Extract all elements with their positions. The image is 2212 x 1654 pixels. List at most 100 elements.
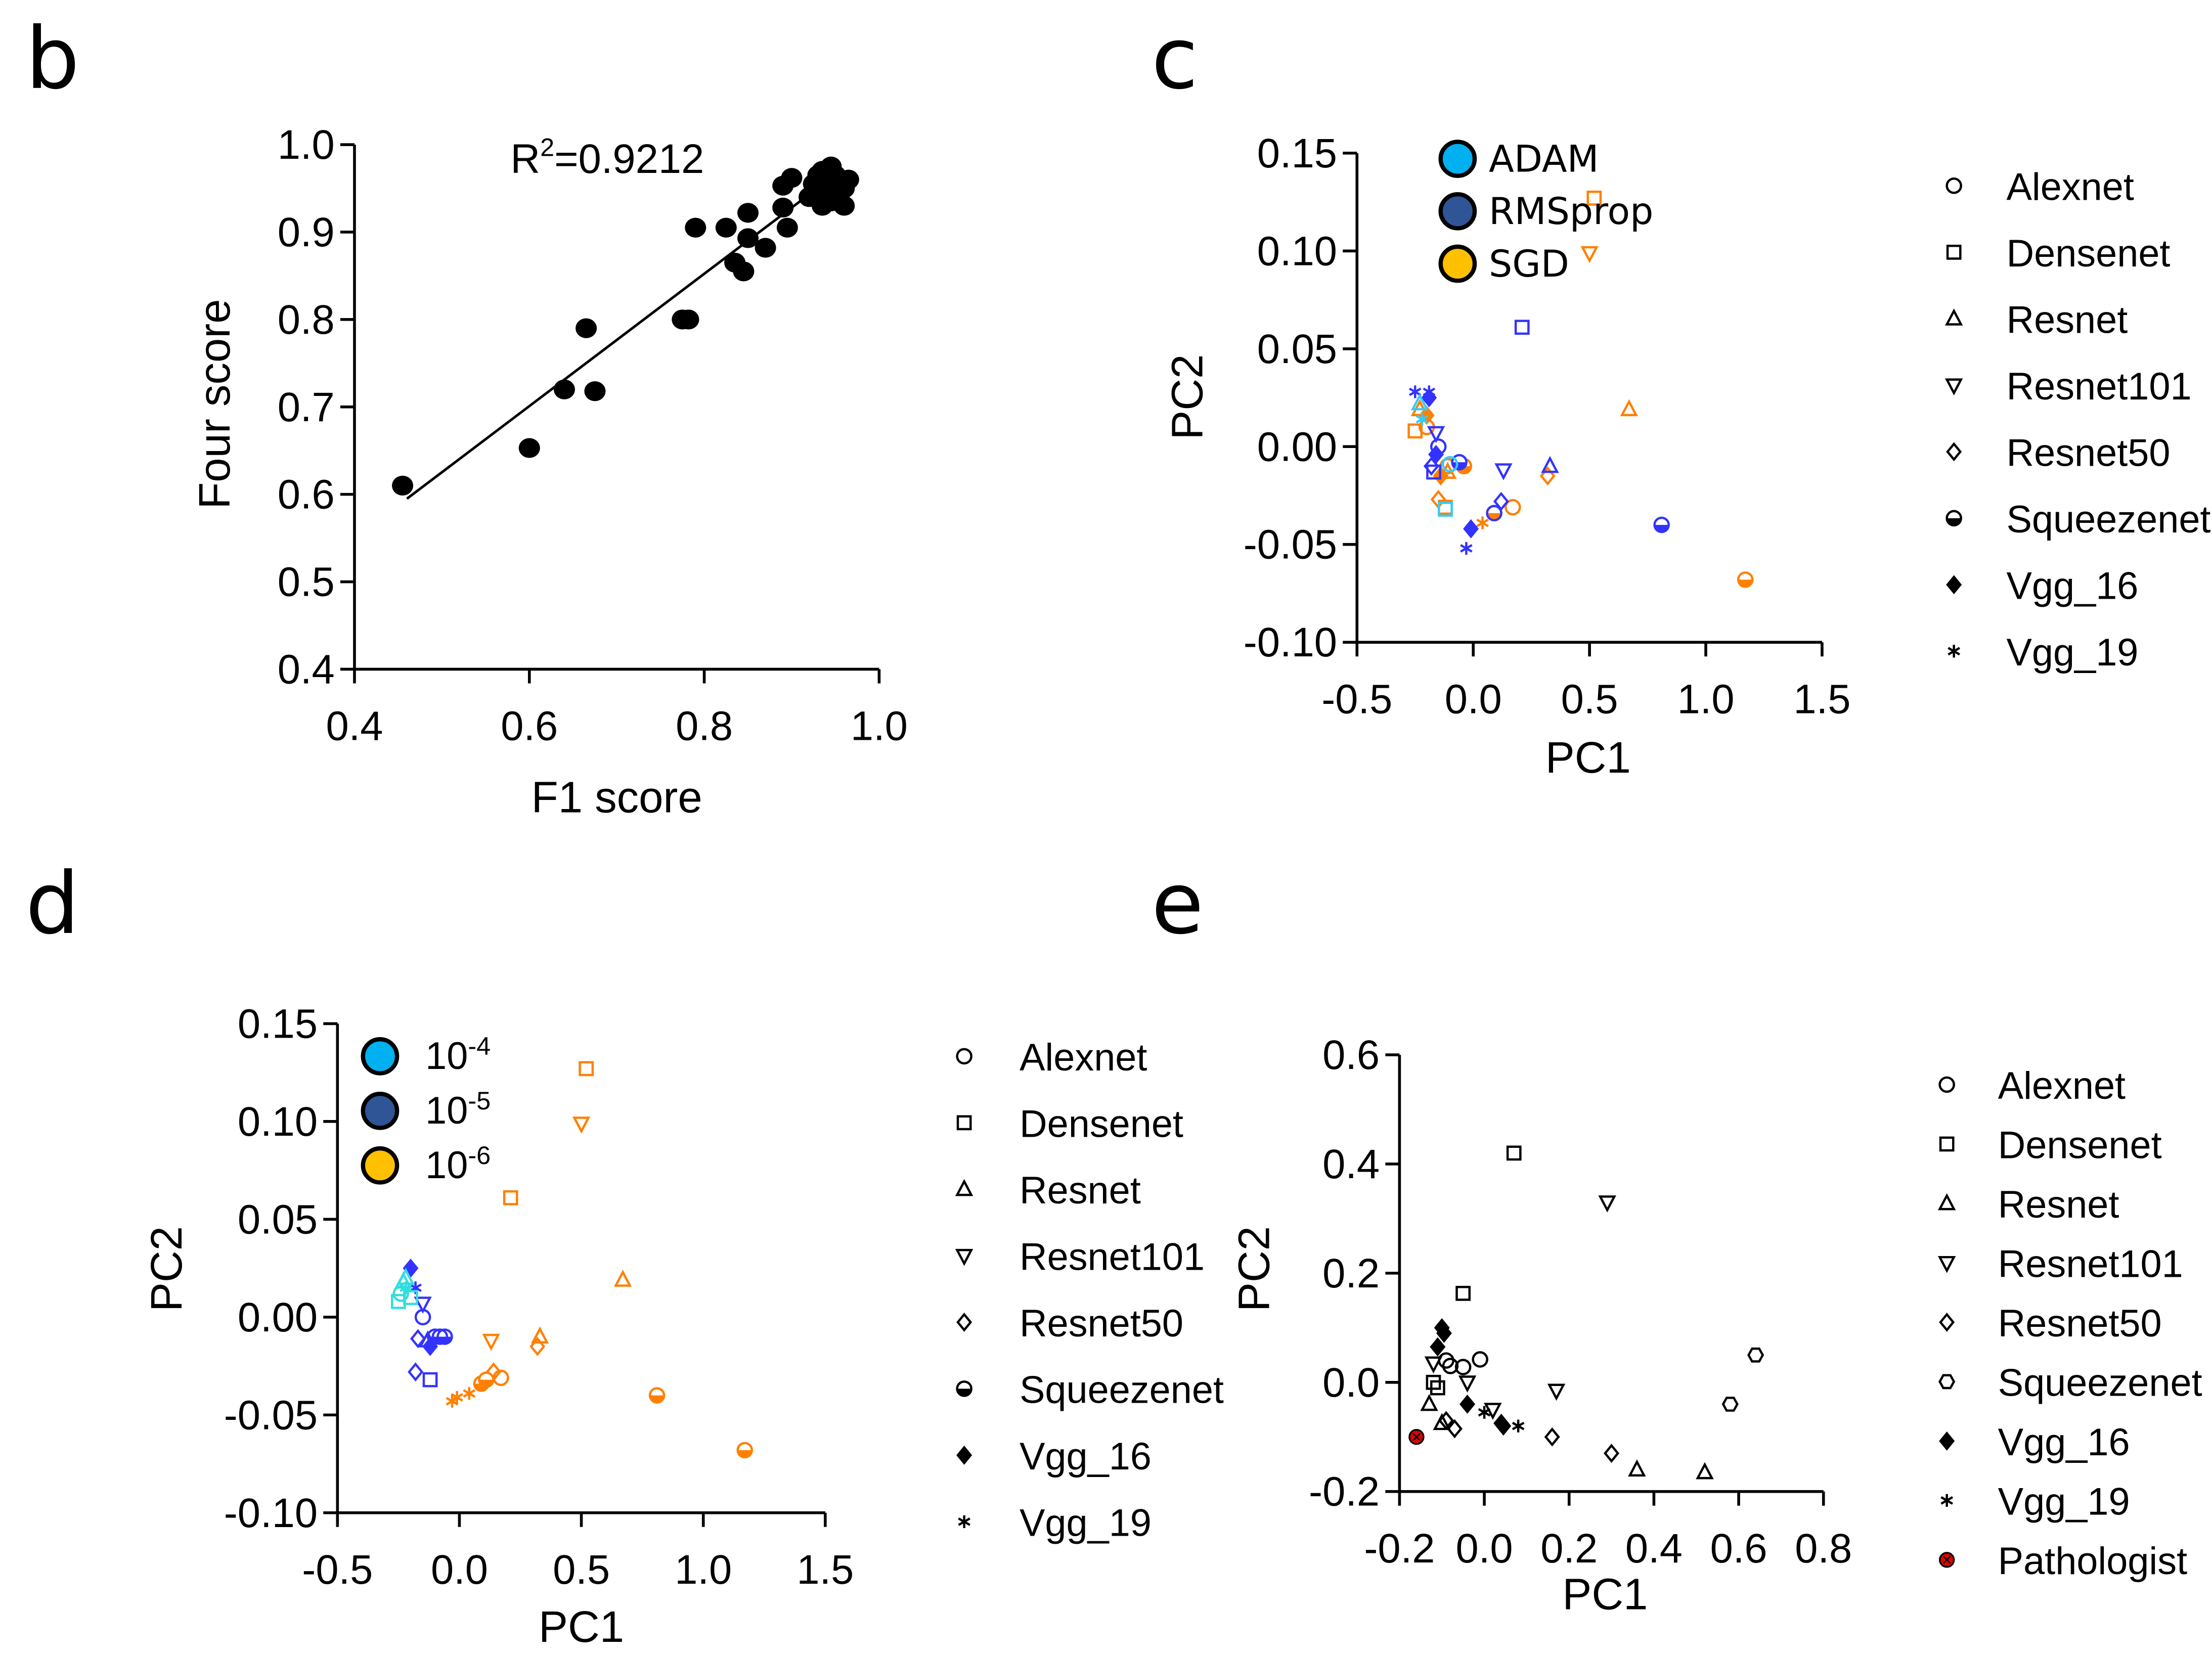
data-point <box>685 217 706 238</box>
x-tick-label: 0.5 <box>553 1547 610 1593</box>
data-point-resnet101 <box>1427 426 1445 443</box>
data-points <box>391 1061 753 1459</box>
data-points <box>1408 1145 1764 1480</box>
data-point <box>678 309 699 330</box>
x-tick-label: 0.8 <box>676 703 733 749</box>
x-tick-label: 0.4 <box>326 703 383 749</box>
data-point-resnet101 <box>1494 463 1513 480</box>
data-point-resnet50 <box>1446 1419 1463 1439</box>
data-point-alexnet <box>1454 1359 1472 1375</box>
legend-marker-densenet <box>956 1115 972 1131</box>
y-axis-label: PC2 <box>1229 1226 1278 1312</box>
annotation-sup: 2 <box>540 132 554 161</box>
panel-c: c -0.5 0.0 0.5 1.0 1.5 -0.10 -0.05 0.00 0.05 0.10 0… <box>1152 9 2211 782</box>
y-tick-label: 1.0 <box>278 122 335 168</box>
data-point-squeezenet <box>478 1371 495 1388</box>
data-point <box>776 217 798 238</box>
data-point-resnet50 <box>410 1329 426 1349</box>
color-legend-swatch <box>1438 244 1477 283</box>
data-point-pathologist <box>1408 1429 1425 1445</box>
y-tick-label: 0.0 <box>1322 1360 1380 1406</box>
y-axis-label: PC2 <box>1163 354 1212 440</box>
data-point-squeezenet <box>736 1442 753 1459</box>
data-point-resnet50 <box>408 1362 424 1382</box>
color-legend-swatch <box>361 1091 400 1130</box>
data-point-resnet101 <box>1580 246 1599 263</box>
y-tick-label: 0.6 <box>1322 1032 1380 1078</box>
data-point-densenet <box>1586 190 1602 206</box>
legend-marker-densenet <box>1939 1136 1955 1152</box>
data-point-vgg_19 <box>451 1391 463 1404</box>
data-point-alexnet <box>1442 1358 1459 1374</box>
data-point-vgg_16 <box>1463 519 1479 539</box>
shape-legend-label: Densenet <box>2006 232 2170 275</box>
data-point-vgg_19 <box>1512 1419 1525 1433</box>
x-tick-label: 0.6 <box>1710 1526 1767 1572</box>
legend-marker-vgg_19 <box>958 1515 970 1529</box>
data-point-resnet <box>1696 1462 1714 1480</box>
data-point-alexnet <box>1472 1351 1488 1368</box>
y-tick-label: -0.10 <box>224 1490 318 1536</box>
shape-legend-label: Alexnet <box>1998 1064 2126 1107</box>
x-tick-label: -0.5 <box>1321 676 1392 722</box>
color-legend-swatch <box>361 1037 400 1076</box>
x-tick-label: 0.0 <box>1456 1526 1513 1572</box>
x-tick-label: 1.0 <box>1677 676 1735 722</box>
data-point-vgg_19 <box>1476 516 1489 529</box>
data-point-vgg_19 <box>1478 1406 1491 1419</box>
y-tick-label: -0.05 <box>1244 522 1337 568</box>
legend-marker-resnet <box>955 1179 974 1196</box>
shape-legend-label: Vgg_16 <box>2006 564 2138 607</box>
data-point-resnet101 <box>572 1116 591 1134</box>
data-point-densenet <box>1426 464 1441 480</box>
data-point-vgg_16 <box>1436 1323 1452 1343</box>
shape-legend-label: Squeezenet <box>2006 498 2210 541</box>
data-point-resnet <box>1410 393 1429 411</box>
x-axis-label: PC1 <box>1562 1570 1648 1619</box>
legend-marker-resnet50 <box>956 1312 972 1332</box>
shape-legend-label: Resnet <box>2006 298 2128 341</box>
data-point-resnet50 <box>529 1336 546 1356</box>
data-point-squeezenet <box>1721 1397 1739 1412</box>
legend-marker-pathologist <box>1938 1552 1955 1568</box>
y-tick-label: 0.10 <box>1257 228 1337 274</box>
data-point-densenet <box>1506 1145 1522 1161</box>
data-point-resnet50 <box>1423 456 1439 476</box>
shape-legend-label: Resnet50 <box>1020 1302 1183 1345</box>
shape-legend-label: Resnet <box>1020 1169 1141 1212</box>
color-legend-label: RMSprop <box>1489 190 1653 233</box>
shape-legend-label: Resnet50 <box>1998 1302 2162 1345</box>
y-tick-label: 0.7 <box>278 384 335 430</box>
y-tick-label: 0.9 <box>278 209 335 255</box>
legend-marker-resnet101 <box>955 1248 974 1266</box>
color-legend-label: 10-6 <box>425 1141 491 1187</box>
y-tick-label: 0.2 <box>1322 1250 1380 1297</box>
legend-marker-resnet101 <box>1937 1256 1956 1273</box>
data-point <box>781 168 803 188</box>
shape-legend-label: Alexnet <box>1020 1036 1147 1079</box>
color-legend-label: 10-4 <box>425 1032 491 1078</box>
legend-marker-vgg_16 <box>956 1445 972 1465</box>
data-point-squeezenet <box>1737 571 1754 588</box>
data-point-densenet <box>579 1061 594 1077</box>
data-point-resnet101 <box>1458 1375 1477 1393</box>
color-legend-label: ADAM <box>1489 138 1599 181</box>
legend-marker-vgg_19 <box>1948 645 1961 658</box>
data-point-alexnet <box>1441 456 1458 473</box>
data-point-resnet <box>1541 456 1559 473</box>
color-legend-swatch <box>361 1146 400 1185</box>
data-point-vgg_19 <box>463 1387 476 1400</box>
data-point-resnet101 <box>1598 1195 1616 1213</box>
data-point <box>576 318 597 338</box>
x-tick-label: -0.2 <box>1364 1526 1435 1572</box>
legend-marker-vgg_19 <box>1940 1494 1954 1507</box>
data-point <box>733 261 755 282</box>
data-point <box>392 475 414 496</box>
data-point-squeezenet <box>1747 1347 1764 1363</box>
y-axis-label: Four score <box>190 299 239 509</box>
shape-legend-label: Resnet50 <box>2006 431 2170 474</box>
legend-marker-vgg_16 <box>1939 1431 1955 1451</box>
x-tick-label: 1.0 <box>851 703 908 749</box>
y-tick-label: 0.8 <box>278 297 335 343</box>
